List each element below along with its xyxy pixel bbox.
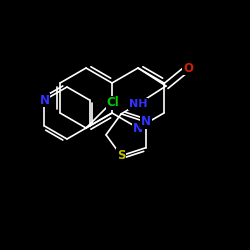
Text: N: N — [141, 115, 151, 128]
Text: Cl: Cl — [107, 96, 120, 110]
Text: N: N — [40, 94, 50, 106]
Text: N: N — [133, 122, 143, 134]
Text: NH: NH — [129, 99, 147, 109]
Text: S: S — [117, 149, 126, 162]
Text: O: O — [183, 62, 193, 74]
